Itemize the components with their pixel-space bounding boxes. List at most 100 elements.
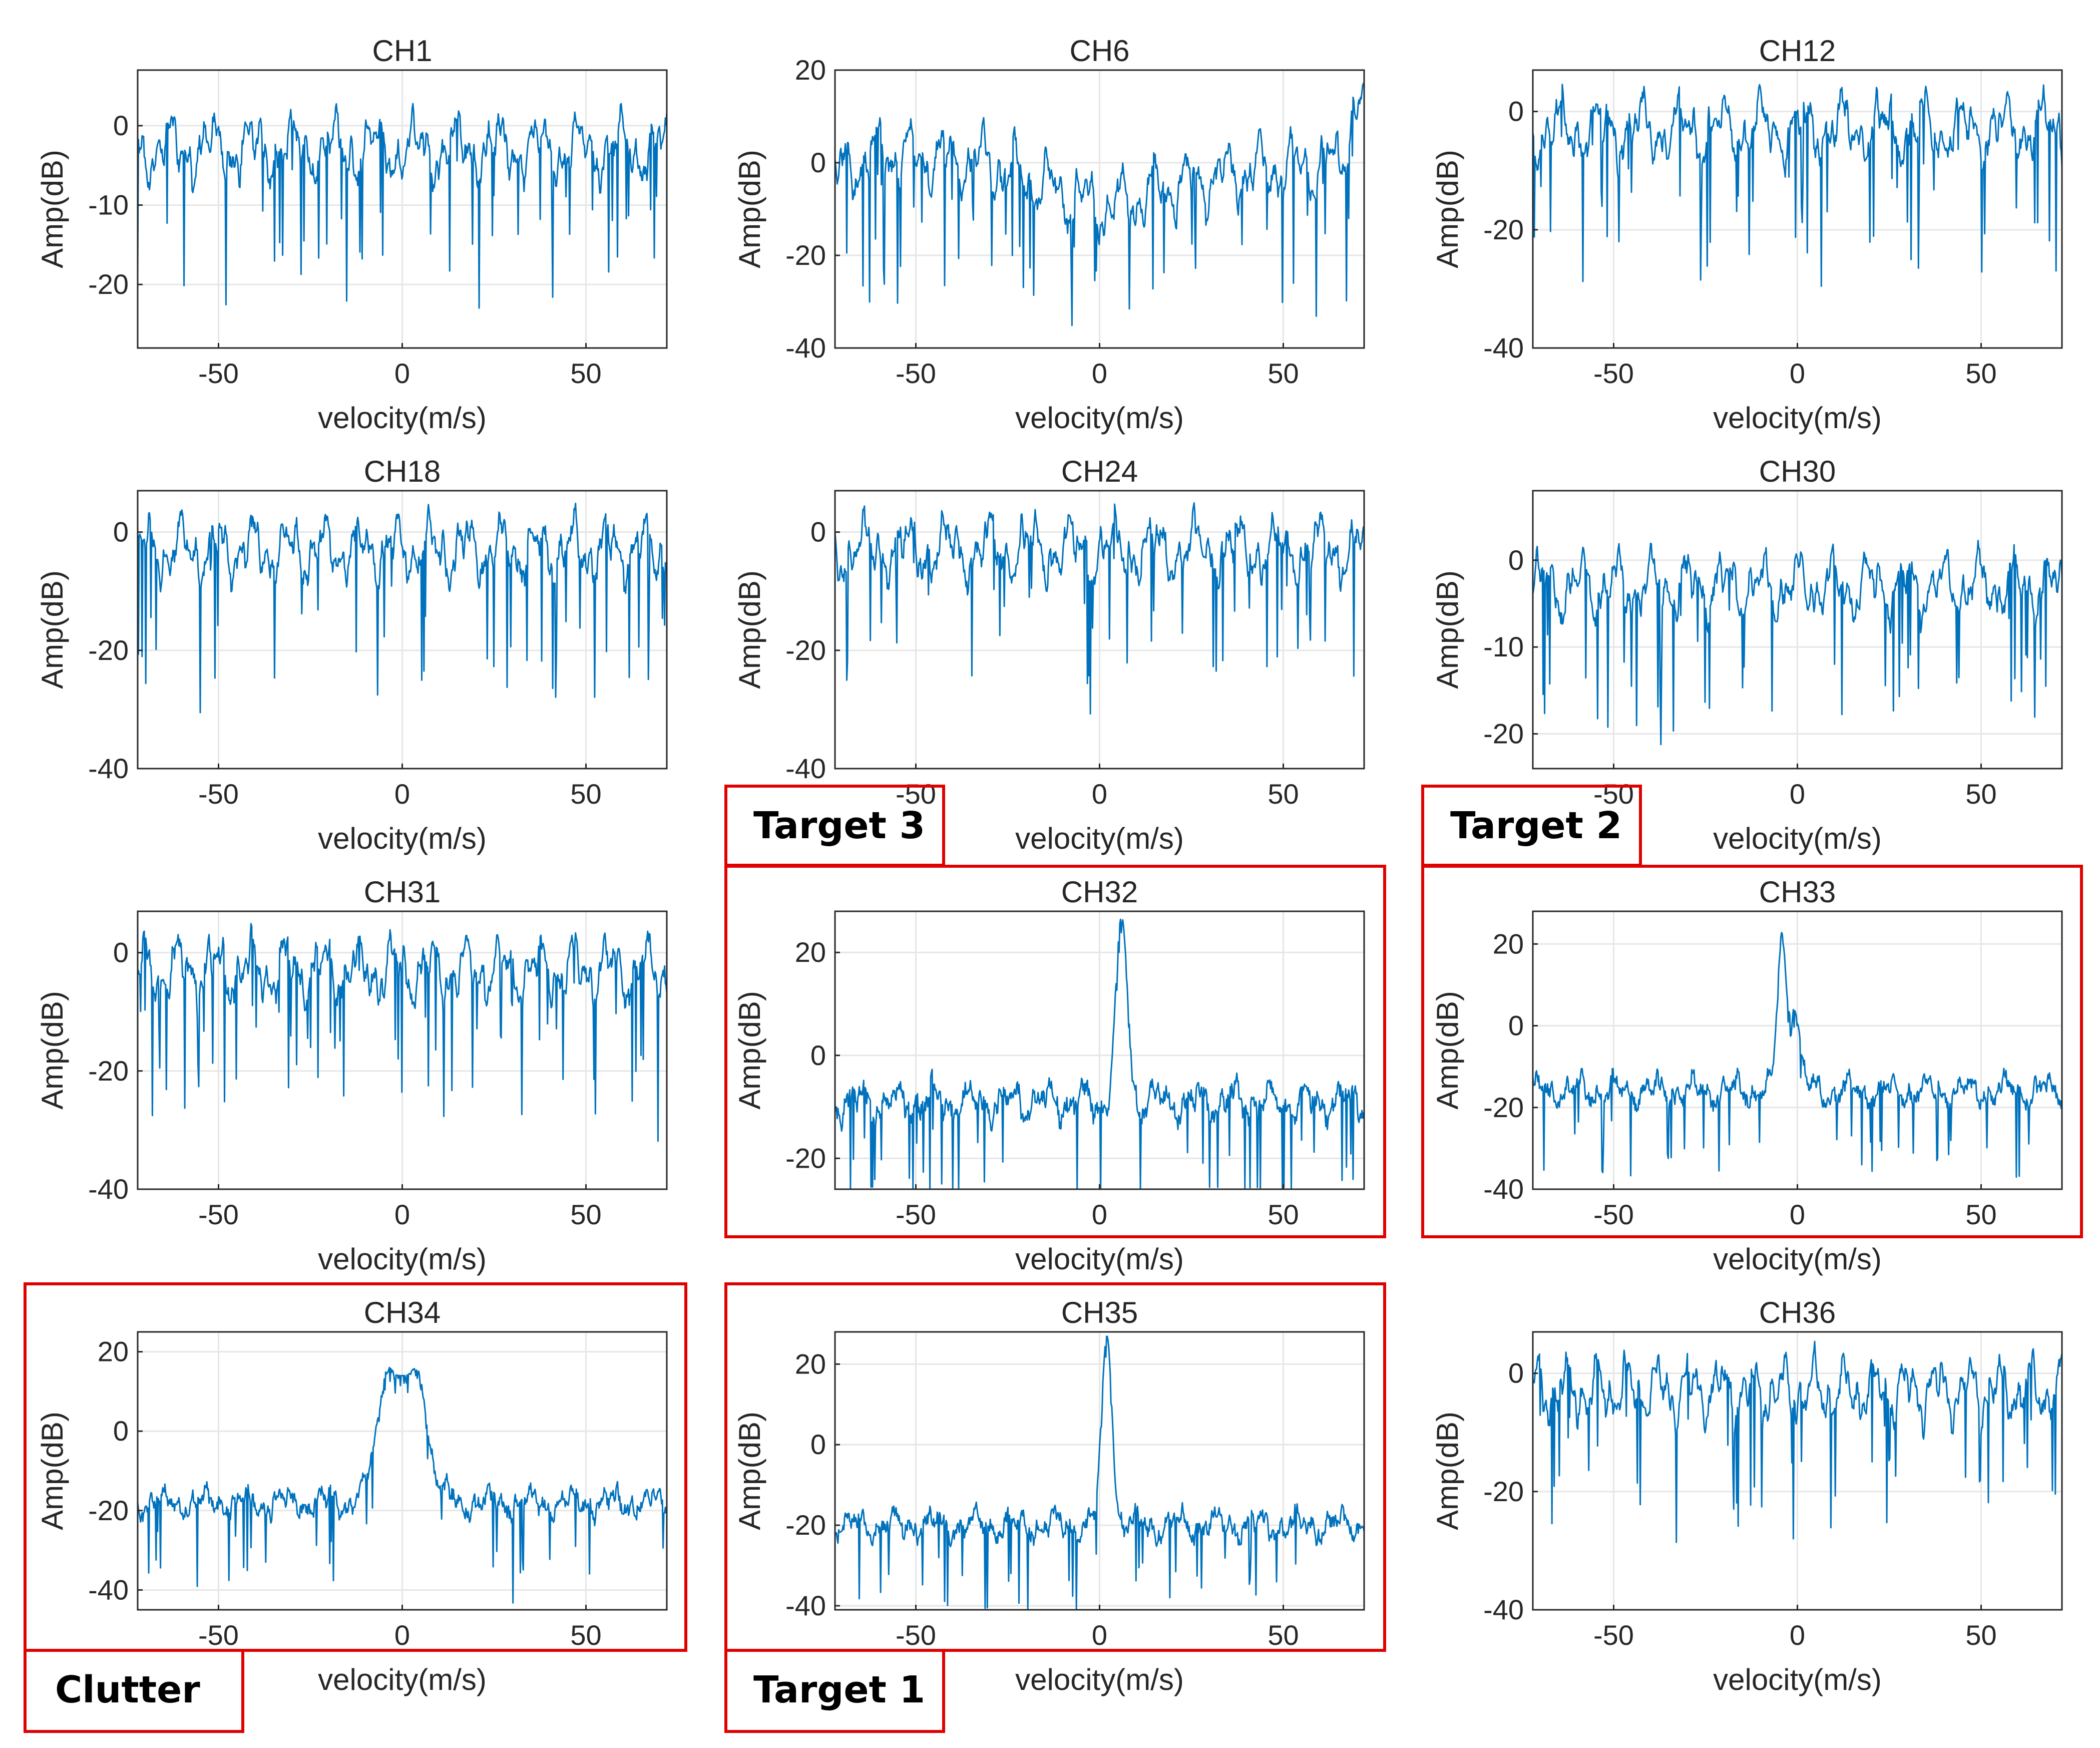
ch35-ytick-label: -40 [785,1590,826,1621]
ch30-ytick-label: 0 [1508,544,1524,576]
ch32-panel: -50 0 50 -20 0 20 CH32 velocity(m/s) Amp(dB) [733,875,1365,1276]
ch6-ylabel: Amp(dB) [733,150,766,268]
ch36-xlabel: velocity(m/s) [1713,1663,1882,1696]
ch35-ytick-label: -20 [785,1509,826,1541]
ch32-series-line [834,918,1365,1190]
ch33-ytick-label: 20 [1493,928,1524,959]
ch33-ytick-label: 0 [1508,1010,1524,1041]
ch30-xtick-label: 50 [1965,778,1996,810]
ch24-xtick-label: -50 [896,778,936,810]
ch35-xtick-label: 0 [1092,1619,1107,1651]
ch1-xtick-label: -50 [198,358,239,389]
ch30-xtick-label: 0 [1790,778,1805,810]
ch18-ytick-label: -40 [88,753,129,784]
ch34-panel: -50 0 50 -40 -20 0 20 CH34 velocity(m/s) Amp(dB) [36,1296,668,1696]
ch18-series-line [137,502,668,714]
ch31-ytick-label: -40 [88,1173,129,1205]
ch31-series-line [137,923,668,1142]
ch6-panel: -50 0 50 -40 -20 0 20 CH6 velocity(m/s) Amp(dB) [733,34,1365,435]
ch32-ytick-label: -20 [785,1142,826,1174]
ch34-series-line [137,1366,668,1604]
ch32-xtick-label: 50 [1268,1199,1299,1230]
ch32-xtick-label: 0 [1092,1199,1107,1230]
ch31-xtick-label: 50 [570,1199,601,1230]
ch35-xtick-label: 50 [1268,1619,1299,1651]
ch24-series-line [834,502,1365,715]
ch35-series-line [834,1335,1365,1610]
ch33-series-line [1532,932,2062,1178]
ch12-series-line [1532,84,2063,287]
ch33-ytick-label: -20 [1483,1092,1524,1123]
ch32-title: CH32 [1061,875,1138,909]
ch6-ytick-label: -40 [785,332,826,364]
ch32-ylabel: Amp(dB) [733,991,766,1110]
ch35-title: CH35 [1061,1296,1138,1329]
ch33-highlight-frame [1421,865,2083,1238]
ch1-panel: -50 0 50 -20 -10 0 CH1 velocity(m/s) Amp(dB) [36,34,668,435]
ch34-xtick-label: -50 [198,1619,239,1651]
ch35-highlight-frame [724,1282,1386,1652]
ch30-panel: -50 0 50 -20 -10 0 CH30 velocity(m/s) Amp(dB) [1431,455,2063,855]
ch32-highlight-frame [724,865,1386,1238]
ch12-ytick-label: -20 [1483,214,1524,245]
ch6-xtick-label: -50 [896,358,936,389]
ch30-title: CH30 [1759,455,1836,488]
ch32-xlabel: velocity(m/s) [1015,1242,1184,1276]
ch33-xtick-label: 50 [1965,1199,1996,1230]
ch36-ytick-label: -20 [1483,1476,1524,1507]
ch12-ytick-label: 0 [1508,96,1524,127]
ch31-ytick-label: 0 [113,937,129,968]
ch33-ytick-label: -40 [1483,1173,1524,1205]
ch6-ytick-label: -20 [785,239,826,271]
ch24-xtick-label: 0 [1092,778,1107,810]
ch35-ytick-label: 20 [795,1348,826,1379]
ch34-title: CH34 [364,1296,441,1329]
ch34-ytick-label: -20 [88,1495,129,1526]
ch24-panel: -50 0 50 -40 -20 0 CH24 velocity(m/s) Amp(dB) [733,455,1365,855]
ch31-panel: -50 0 50 -40 -20 0 CH31 velocity(m/s) Amp(dB) [36,875,668,1276]
ch18-title: CH18 [364,455,441,488]
highlight-callouts: Target 3 Target 2 Clutter Target 1 [24,785,2083,1733]
ch18-xtick-label: 50 [570,778,601,810]
ch34-xtick-label: 50 [570,1619,601,1651]
ch12-xlabel: velocity(m/s) [1713,401,1882,435]
ch31-ylabel: Amp(dB) [36,991,69,1110]
ch6-ytick-label: 0 [810,147,826,178]
ch33-xtick-label: 0 [1790,1199,1805,1230]
ch1-xlabel: velocity(m/s) [318,401,487,435]
ch18-xtick-label: 0 [394,778,410,810]
clutter-label: Clutter [55,1668,200,1711]
ch34-xlabel: velocity(m/s) [318,1663,487,1696]
ch1-series-line [137,103,668,309]
ch31-title: CH31 [364,875,441,909]
ch30-ylabel: Amp(dB) [1431,570,1464,689]
ch18-xlabel: velocity(m/s) [318,822,487,855]
ch32-ytick-label: 20 [795,936,826,968]
ch36-panel: -50 0 50 -40 -20 0 CH36 velocity(m/s) Amp(dB) [1431,1296,2063,1696]
ch33-title: CH33 [1759,875,1836,909]
ch24-ytick-label: -40 [785,753,826,784]
ch35-xtick-label: -50 [896,1619,936,1651]
ch30-xtick-label: -50 [1593,778,1634,810]
target1-label-box [724,1649,945,1733]
ch1-xtick-label: 0 [394,358,410,389]
target2-label: Target 2 [1450,804,1622,847]
ch6-ytick-label: 20 [795,54,826,86]
ch18-ytick-label: -20 [88,634,129,666]
ch6-xtick-label: 0 [1092,358,1107,389]
ch12-panel: -50 0 50 -40 -20 0 CH12 velocity(m/s) Amp(dB) [1431,34,2063,435]
ch36-xtick-label: -50 [1593,1619,1634,1651]
ch24-ylabel: Amp(dB) [733,570,766,689]
ch33-xlabel: velocity(m/s) [1713,1242,1882,1276]
ch36-ylabel: Amp(dB) [1431,1412,1464,1530]
ch36-ytick-label: -40 [1483,1594,1524,1625]
ch1-ylabel: Amp(dB) [36,150,69,268]
ch36-series-line [1532,1340,2063,1543]
target3-label: Target 3 [753,804,925,847]
ch31-xlabel: velocity(m/s) [318,1242,487,1276]
ch6-series-line [834,83,1365,326]
subplot-grid: -50 0 50 -20 -10 0 CH1 velocity(m/s) Amp(dB) -50 0… [36,34,2063,1696]
ch24-xlabel: velocity(m/s) [1015,822,1184,855]
ch24-title: CH24 [1061,455,1138,488]
ch31-xtick-label: 0 [394,1199,410,1230]
